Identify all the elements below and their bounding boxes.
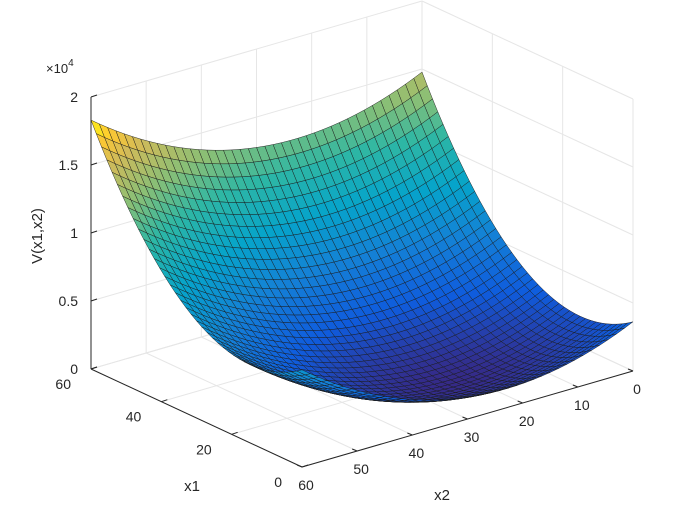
x1-tick-mark (301, 464, 309, 468)
x-axis-label: x2 (434, 487, 450, 504)
surface-patch (296, 369, 311, 376)
labels-layer: x2 x1 V(x1,x2) ×104 (29, 58, 450, 504)
z-exponent-label: ×104 (46, 58, 74, 76)
x1-tick-mark (231, 431, 238, 435)
z-tick-label: 2 (70, 89, 78, 105)
x1-tick-label: 0 (274, 474, 282, 490)
z-tick-mark (90, 162, 98, 166)
right-wall-grid-z (421, 68, 634, 168)
back-wall-grid-z (90, 0, 423, 98)
x2-tick-mark (296, 464, 303, 468)
x2-tick-label: 10 (574, 397, 590, 413)
z-tick-label: 1.5 (59, 157, 79, 173)
x2-tick-label: 50 (353, 461, 369, 477)
x2-tick-label: 0 (633, 381, 641, 397)
x1-axis-line (90, 368, 303, 468)
z-axis-label: V(x1,x2) (29, 208, 46, 264)
x2-tick-mark (627, 368, 634, 372)
z-tick-mark (90, 366, 98, 370)
x2-tick-label: 30 (464, 429, 480, 445)
x1-tick-label: 20 (196, 441, 212, 457)
x2-tick-mark (351, 448, 358, 452)
z-tick-label: 0.5 (59, 293, 79, 309)
right-wall-grid-z (421, 0, 634, 100)
z-tick-label: 1 (70, 225, 78, 241)
z-tick-mark (90, 230, 98, 234)
right-wall-grid-z (421, 136, 634, 236)
x1-tick-mark (161, 399, 168, 403)
z-tick-label: 0 (70, 361, 78, 377)
z-tick-mark (90, 298, 98, 302)
floor-grid-x2 (145, 352, 358, 452)
y-axis-label: x1 (184, 478, 200, 495)
x1-tick-label: 40 (126, 409, 142, 425)
x2-tick-label: 60 (298, 477, 314, 493)
x1-tick-label: 60 (55, 376, 71, 392)
z-exponent-power: 4 (68, 58, 74, 69)
x2-tick-mark (407, 432, 413, 436)
x2-tick-mark (572, 384, 579, 388)
x2-tick-label: 40 (409, 445, 425, 461)
surface-layer (90, 71, 634, 403)
x2-tick-label: 20 (519, 413, 535, 429)
x2-tick-mark (462, 416, 468, 420)
z-tick-mark (90, 94, 98, 98)
z-exponent-base: ×10 (46, 61, 68, 76)
x2-tick-mark (517, 400, 523, 404)
